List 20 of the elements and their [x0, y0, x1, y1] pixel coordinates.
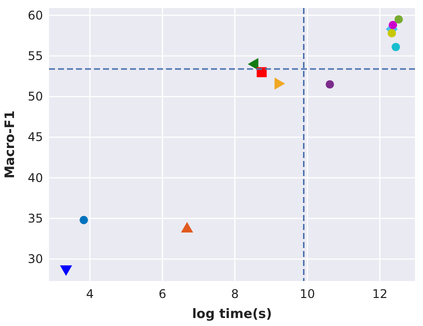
x-tick-label: 12: [372, 287, 388, 301]
x-tick-label: 6: [158, 287, 166, 301]
y-tick-label: 55: [28, 48, 43, 63]
x-tick-label: 10: [300, 287, 316, 301]
point: [80, 216, 88, 224]
y-tick-label: 50: [28, 90, 43, 104]
y-tick-label: 60: [28, 8, 43, 22]
y-tick-label: 45: [28, 130, 43, 144]
point: [388, 29, 396, 38]
x-tick-label: 8: [231, 287, 239, 301]
point: [394, 15, 403, 24]
point: [326, 80, 334, 89]
y-tick-label: 35: [28, 211, 43, 226]
x-axis-title: log time(s): [192, 307, 272, 322]
point: [392, 42, 400, 52]
y-axis-title: Macro-F1: [3, 110, 18, 179]
y-tick-label: 40: [28, 170, 43, 185]
point: [388, 20, 398, 30]
x-tick-label: 4: [86, 287, 94, 301]
y-tick-label: 30: [28, 252, 43, 266]
